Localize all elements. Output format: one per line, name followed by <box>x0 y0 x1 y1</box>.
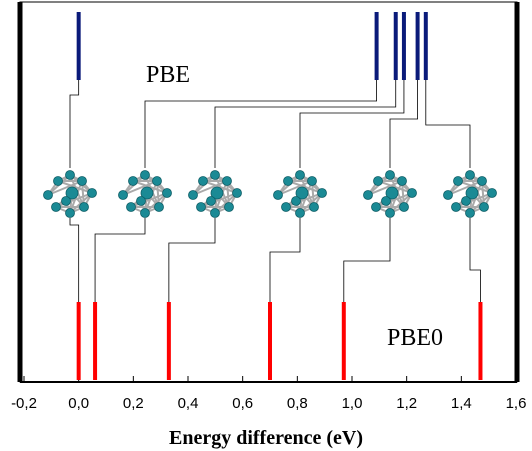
atom <box>317 188 327 198</box>
atom <box>118 190 128 200</box>
x-tick-label: 0,6 <box>232 395 253 412</box>
bond <box>367 180 403 196</box>
atom <box>188 190 198 200</box>
atom <box>140 208 150 218</box>
x-tick-label: 1,2 <box>396 395 417 412</box>
atom <box>79 202 89 212</box>
atom <box>465 186 479 200</box>
atom <box>381 196 391 206</box>
atom <box>407 188 417 198</box>
atom <box>385 186 399 200</box>
x-tick-label: 0,0 <box>68 395 89 412</box>
connector <box>94 218 146 302</box>
connector <box>299 80 405 168</box>
connector <box>69 218 80 302</box>
atom <box>363 190 373 200</box>
atom <box>295 170 305 180</box>
connector <box>269 218 301 302</box>
atom <box>465 170 475 180</box>
bond <box>277 180 313 196</box>
connector <box>469 218 481 302</box>
bond <box>122 180 158 196</box>
bond <box>200 192 238 208</box>
atom <box>385 170 395 180</box>
atom <box>283 176 293 186</box>
atom <box>140 186 154 200</box>
atom <box>210 208 220 218</box>
atom <box>162 188 172 198</box>
x-tick-label: 0,4 <box>178 395 199 412</box>
atom <box>461 196 471 206</box>
atom <box>281 202 291 212</box>
atom <box>196 202 206 212</box>
atom <box>399 202 409 212</box>
bond <box>192 180 228 196</box>
atom <box>65 186 79 200</box>
atom <box>232 188 242 198</box>
series-label: PBE <box>146 62 190 88</box>
connector <box>168 218 216 302</box>
atom <box>222 176 232 186</box>
atom <box>65 170 75 180</box>
x-tick-label: -0,2 <box>11 395 37 412</box>
atom <box>136 196 146 206</box>
x-tick-label: 1,4 <box>451 395 472 412</box>
atom <box>385 208 395 218</box>
connector <box>343 218 391 302</box>
atom <box>206 196 216 206</box>
atom <box>307 176 317 186</box>
atom <box>87 188 97 198</box>
connector <box>69 80 80 168</box>
atom <box>198 176 208 186</box>
atom <box>210 170 220 180</box>
clusters <box>43 170 497 218</box>
bond <box>285 192 323 208</box>
atom <box>61 196 71 206</box>
bond <box>47 180 83 196</box>
atom <box>479 202 489 212</box>
x-tick-label: 0,2 <box>123 395 144 412</box>
atom <box>210 186 224 200</box>
atom <box>140 170 150 180</box>
x-tick-label: 0,8 <box>287 395 308 412</box>
bond <box>455 192 493 208</box>
atom <box>397 176 407 186</box>
atom <box>291 196 301 206</box>
bond <box>130 192 168 208</box>
atom <box>487 188 497 198</box>
atom <box>295 208 305 218</box>
series-label: PBE0 <box>387 325 443 351</box>
atom <box>65 208 75 218</box>
atom <box>451 202 461 212</box>
bond <box>375 192 413 208</box>
atom <box>43 190 53 200</box>
connector <box>389 80 419 168</box>
atom <box>465 208 475 218</box>
atom <box>295 186 309 200</box>
atom <box>126 202 136 212</box>
atom <box>309 202 319 212</box>
atom <box>53 176 63 186</box>
bond <box>55 192 93 208</box>
atom <box>273 190 283 200</box>
x-tick-label: 1,0 <box>342 395 363 412</box>
atom <box>224 202 234 212</box>
connector <box>144 80 378 168</box>
atom <box>152 176 162 186</box>
atom <box>453 176 463 186</box>
atom <box>373 176 383 186</box>
x-axis-title: Energy difference (eV) <box>169 427 363 449</box>
atom <box>51 202 61 212</box>
atom <box>371 202 381 212</box>
bond <box>447 180 483 196</box>
x-tick-label: 1,6 <box>506 395 527 412</box>
atom <box>77 176 87 186</box>
atom <box>477 176 487 186</box>
connector <box>214 80 397 168</box>
connector <box>425 80 471 168</box>
atom <box>443 190 453 200</box>
atom <box>128 176 138 186</box>
atom <box>154 202 164 212</box>
